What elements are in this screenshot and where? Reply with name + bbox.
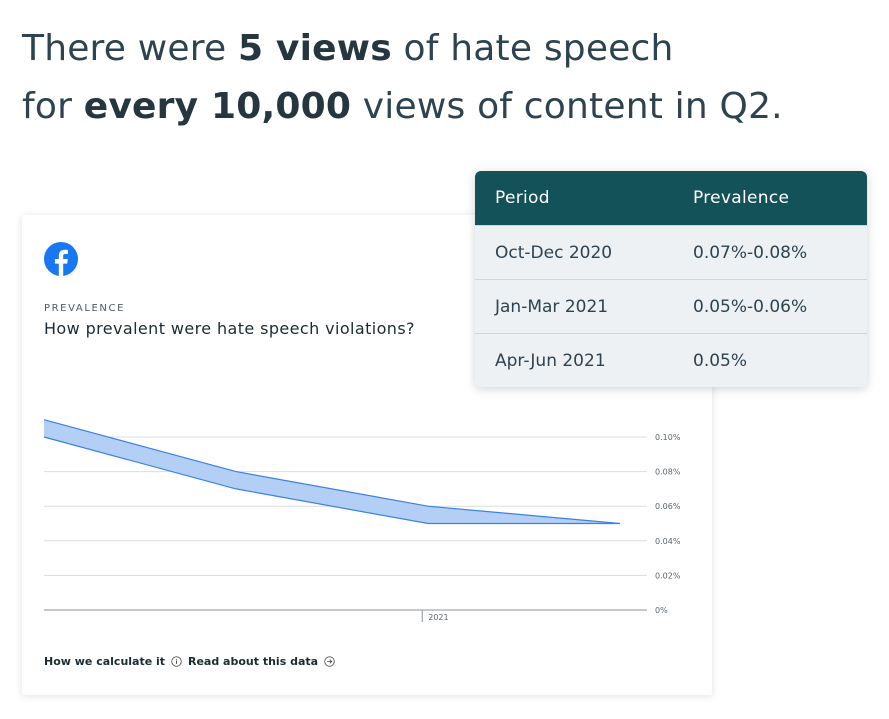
facebook-logo-icon [44,242,78,276]
y-tick-label: 0.04% [655,537,681,546]
headline-bold-views: 5 views [237,28,392,69]
prevalence-low-line [43,436,620,525]
table-row: Apr-Jun 2021 0.05% [475,333,867,387]
cell-prevalence: 0.05% [693,350,748,371]
how-we-calculate-label: How we calculate it [44,655,166,668]
how-we-calculate-link[interactable]: How we calculate it [44,655,182,668]
eyebrow-label: PREVALENCE [44,303,126,314]
headline-bold-every: every 10,000 [83,86,352,127]
y-tick-label: 0% [655,606,668,615]
cell-period: Apr-Jun 2021 [495,350,606,371]
x-tick-label: 2021 [428,613,448,622]
prevalence-table: Period Prevalence Oct-Dec 2020 0.07%-0.0… [475,171,867,387]
y-tick-label: 0.02% [655,571,681,580]
headline-text: views of content in Q2. [351,86,783,127]
table-row: Oct-Dec 2020 0.07%-0.08% [475,225,867,279]
prevalence-chart: 0.10% 0.08% 0.06% 0.04% 0.02% 0% 2021 [43,419,681,622]
y-tick-label: 0.10% [655,433,681,442]
headline-line-2: for every 10,000 views of content in Q2. [22,78,862,136]
y-tick-label: 0.06% [655,502,681,511]
read-about-data-label: Read about this data [188,655,319,668]
headline-line-1: There were 5 views of hate speech [22,20,862,78]
table-row: Jan-Mar 2021 0.05%-0.06% [475,279,867,333]
cell-period: Jan-Mar 2021 [495,296,609,317]
header-period: Period [495,188,550,208]
headline-text: for [22,86,84,127]
arrow-right-circle-icon [324,656,335,667]
headline-text: of hate speech [391,28,674,69]
header-prevalence: Prevalence [693,188,790,208]
y-tick-label: 0.08% [655,468,681,477]
info-icon [171,656,182,667]
prevalence-range-area [44,419,620,524]
read-about-data-link[interactable]: Read about this data [188,655,335,668]
card-title: How prevalent were hate speech violation… [44,319,415,338]
cell-prevalence: 0.05%-0.06% [693,296,808,317]
headline: There were 5 views of hate speech for ev… [22,20,862,136]
prevalence-high-line [43,419,621,525]
table-header: Period Prevalence [475,171,867,225]
cell-prevalence: 0.07%-0.08% [693,242,808,263]
cell-period: Oct-Dec 2020 [495,242,613,263]
headline-text: There were [22,28,238,69]
